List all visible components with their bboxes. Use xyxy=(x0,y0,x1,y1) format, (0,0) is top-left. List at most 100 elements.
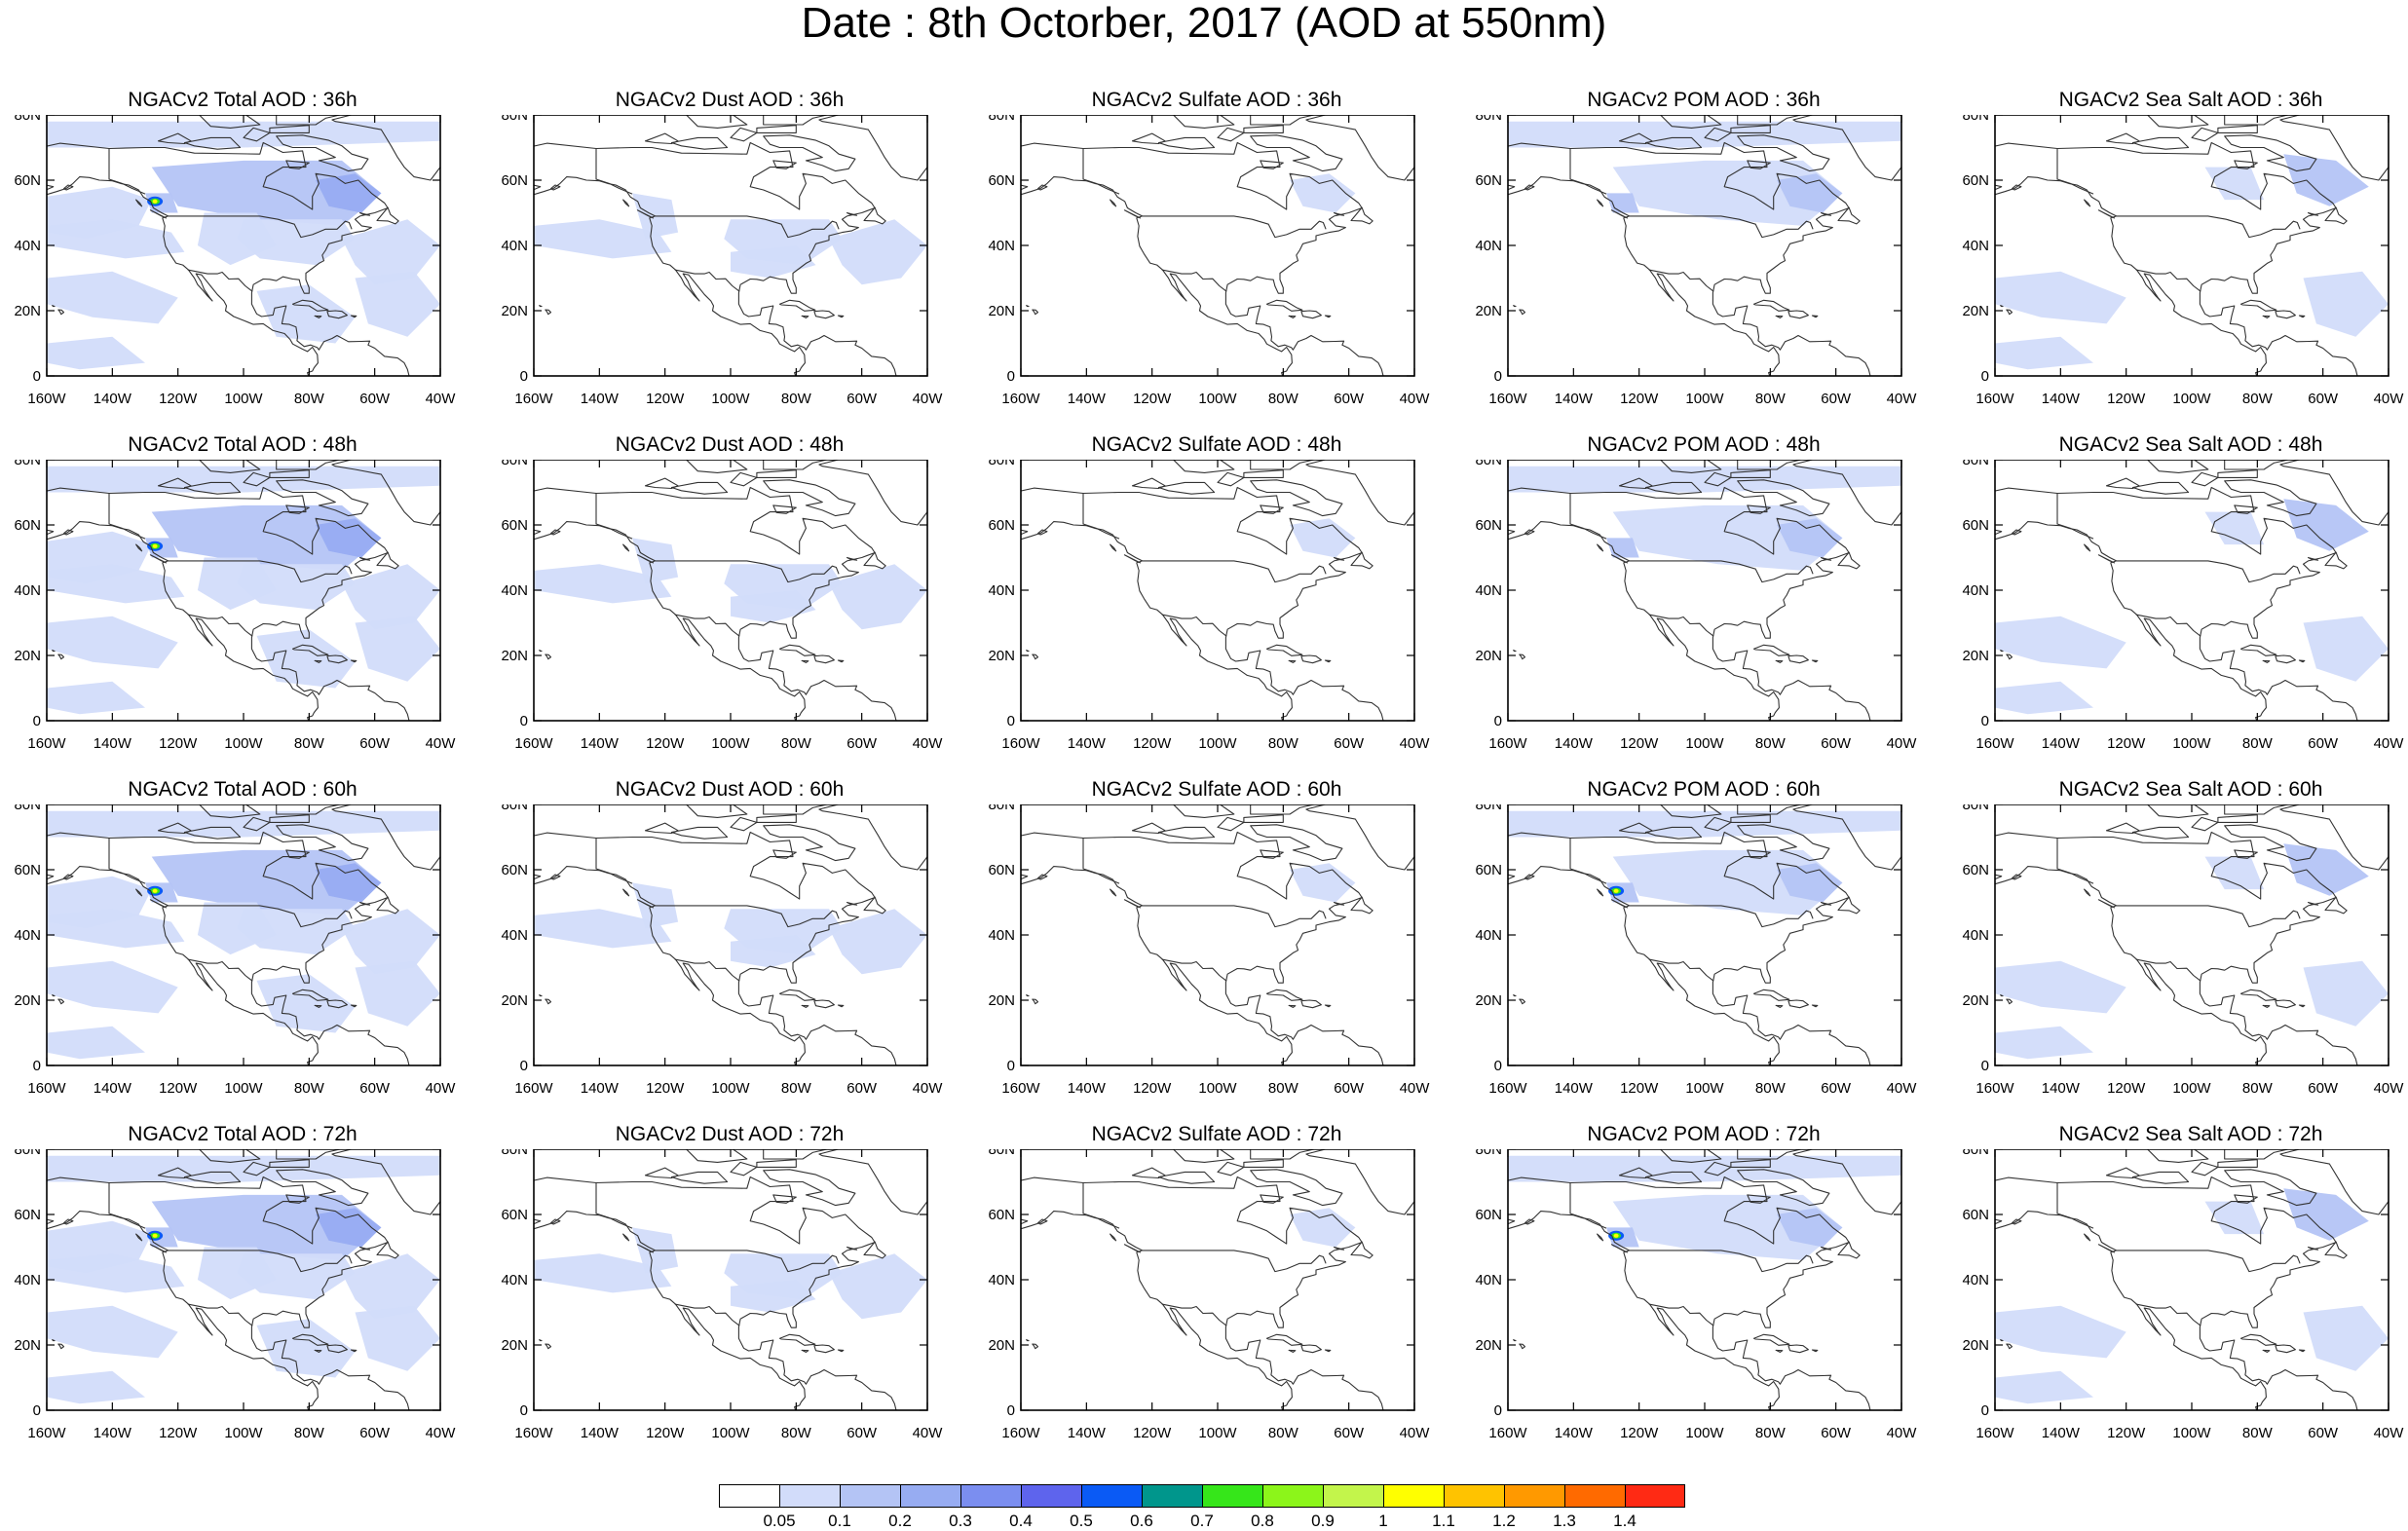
coastline xyxy=(2217,125,2258,133)
national-border xyxy=(674,958,740,982)
coastline xyxy=(2146,804,2209,818)
coastline xyxy=(1300,310,1322,319)
y-tick-label: 60N xyxy=(1962,862,1989,878)
y-tick-label: 40N xyxy=(501,1272,528,1288)
x-tick-label: 40W xyxy=(1400,1425,1431,1441)
x-tick-label: 40W xyxy=(426,391,457,407)
x-tick-label: 100W xyxy=(1198,1080,1237,1097)
coastline xyxy=(52,994,56,997)
coastline xyxy=(1508,831,1871,1065)
coastline xyxy=(1610,554,1629,564)
coastline xyxy=(135,1233,143,1242)
aod-region xyxy=(316,518,382,558)
coastline xyxy=(1172,460,1235,473)
y-tick-label: 0 xyxy=(1494,368,1502,385)
x-tick-label: 80W xyxy=(294,735,325,752)
coastline xyxy=(813,1344,835,1354)
coastline xyxy=(1350,551,1373,570)
coastline xyxy=(1837,551,1861,570)
x-tick-label: 140W xyxy=(1068,735,1107,752)
x-tick-label: 60W xyxy=(359,735,391,752)
panel-title: NGACv2 Total AOD : 60h xyxy=(128,778,357,801)
coastline xyxy=(1288,1349,1297,1353)
national-border xyxy=(1082,493,1120,540)
aod-region xyxy=(355,616,440,682)
aod-hotspot xyxy=(152,888,158,893)
x-tick-label: 100W xyxy=(1685,735,1724,752)
coastline xyxy=(2011,529,2022,536)
colorbar-swatch xyxy=(779,1484,840,1508)
aod-region xyxy=(724,219,843,266)
coastline xyxy=(763,479,856,517)
coastline xyxy=(2146,115,2209,129)
map-axes: 160W 140W 120W 100W 80W 60W 40W 0 20N 40N 60N 80N xyxy=(1475,460,1917,752)
x-tick-label: 140W xyxy=(581,1080,620,1097)
coastline xyxy=(756,125,797,133)
coastline xyxy=(685,804,748,818)
x-tick-label: 120W xyxy=(1133,391,1172,407)
coastline xyxy=(1737,460,1804,470)
aod-region xyxy=(355,960,440,1027)
national-border xyxy=(1161,958,1227,982)
coastline xyxy=(2146,1149,2209,1163)
map-panel: NGACv2 POM AOD : 48h 160W 140W 120W 100W 80W 6… xyxy=(1461,434,1929,766)
map-panel: NGACv2 Dust AOD : 48h 160W 140W 120W 100W 80W… xyxy=(487,434,955,766)
coastline xyxy=(1775,1004,1784,1008)
coastline xyxy=(1508,486,1871,721)
coastline xyxy=(1172,1149,1235,1163)
panel-title: NGACv2 Dust AOD : 60h xyxy=(615,778,845,801)
coastline xyxy=(837,659,845,663)
map-axes: 160W 140W 120W 100W 80W 60W 40W 0 20N 40N 60N 80N xyxy=(1475,804,1917,1097)
national-border xyxy=(108,148,146,195)
aod-region xyxy=(1290,863,1356,903)
coastline xyxy=(285,504,310,514)
y-tick-label: 0 xyxy=(33,713,41,729)
aod-region xyxy=(1612,160,1843,226)
coastline xyxy=(2217,814,2258,823)
coastline xyxy=(1123,899,1142,909)
map-panel: NGACv2 Sulfate AOD : 72h 160W 140W 120W 100W… xyxy=(974,1124,1442,1455)
coastline xyxy=(1260,1194,1284,1204)
y-tick-label: 40N xyxy=(1962,1272,1989,1288)
map-panel: NGACv2 Sea Salt AOD : 36h 160W 140W 120W 100… xyxy=(1948,90,2408,421)
coastline xyxy=(1123,209,1142,219)
x-tick-label: 120W xyxy=(646,391,685,407)
aod-region xyxy=(256,284,356,344)
coastline xyxy=(1250,1149,1317,1160)
coastline xyxy=(545,309,552,316)
coastline xyxy=(1730,469,1771,478)
aod-region xyxy=(1508,810,1901,838)
map-axes: 160W 140W 120W 100W 80W 60W 40W 0 20N 40N 60N 80N xyxy=(14,1149,456,1441)
map-axes: 160W 140W 120W 100W 80W 60W 40W 0 20N 40N 60N 80N xyxy=(988,460,1430,752)
coastline xyxy=(1737,115,1804,126)
coastline xyxy=(1250,479,1343,517)
coastline xyxy=(2224,460,2291,470)
coastline xyxy=(2234,160,2258,169)
y-tick-label: 60N xyxy=(1475,862,1502,878)
y-tick-label: 40N xyxy=(1475,1272,1502,1288)
x-tick-label: 80W xyxy=(1755,1080,1787,1097)
coastline xyxy=(863,206,886,225)
coastline xyxy=(291,299,329,312)
panel-title: NGACv2 Sulfate AOD : 60h xyxy=(1091,778,1342,801)
coastline xyxy=(1260,160,1284,169)
coastline xyxy=(2239,989,2277,1001)
x-tick-label: 160W xyxy=(27,391,66,407)
map-axes: 160W 140W 120W 100W 80W 60W 40W 0 20N 40N 60N 80N xyxy=(14,460,456,752)
coastline xyxy=(2324,896,2348,915)
coastline xyxy=(1157,481,1216,495)
coastline xyxy=(801,659,809,663)
coastline xyxy=(837,1349,845,1353)
x-tick-label: 160W xyxy=(1001,391,1040,407)
coastline xyxy=(2006,998,2013,1005)
y-tick-label: 40N xyxy=(14,582,41,599)
aod-region xyxy=(1290,518,1356,558)
coastline xyxy=(1747,160,1771,169)
x-tick-label: 140W xyxy=(2042,1080,2081,1097)
x-tick-label: 40W xyxy=(1887,1425,1918,1441)
coastline xyxy=(818,804,927,871)
coastlines xyxy=(1995,460,2389,721)
map-plot-area xyxy=(1995,460,2389,721)
colorbar-label: 1.1 xyxy=(1432,1512,1455,1530)
x-tick-label: 120W xyxy=(2107,1080,2146,1097)
